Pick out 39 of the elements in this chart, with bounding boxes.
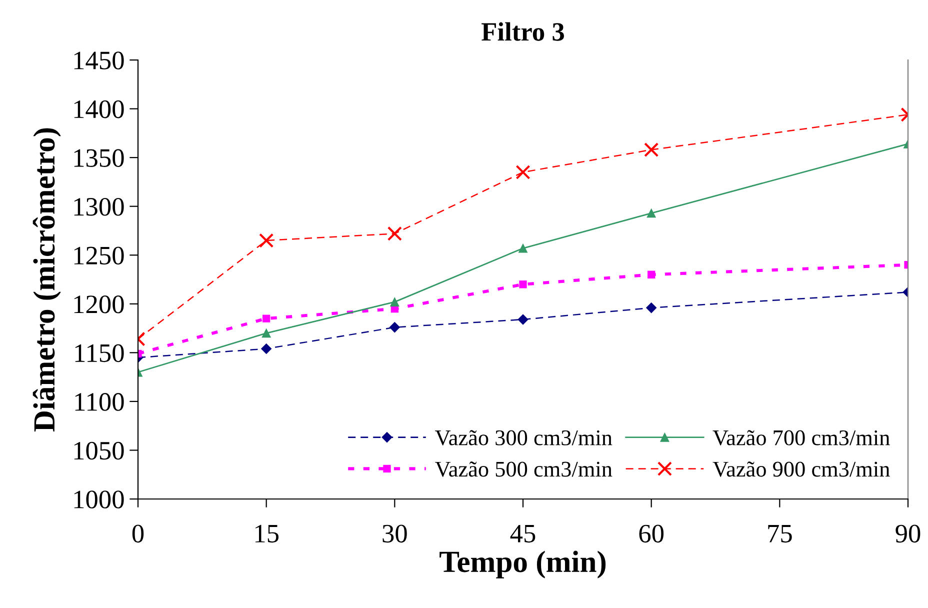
y-tick-label: 1000 <box>74 490 124 508</box>
point <box>390 297 400 306</box>
point <box>516 164 530 180</box>
point <box>259 233 274 248</box>
point <box>387 226 402 241</box>
legend-label: Vazão 700 cm3/min <box>712 430 890 446</box>
point <box>389 322 400 333</box>
y-axis-title: Diâmetro (micrômetro) <box>32 128 61 432</box>
y-tick-label: 1300 <box>74 198 124 216</box>
y-tick-label: 1400 <box>74 100 124 118</box>
point <box>519 280 527 288</box>
point <box>518 314 528 325</box>
legend-label: Vazão 500 cm3/min <box>435 462 612 477</box>
x-tick-label: 15 <box>255 524 278 543</box>
point <box>262 328 271 338</box>
legend-label: Vazão 900 cm3/min <box>712 462 890 477</box>
x-tick-label: 0 <box>132 524 144 543</box>
point <box>646 208 656 218</box>
y-tick-label: 1350 <box>74 149 124 167</box>
x-tick-label: 90 <box>896 524 920 543</box>
point <box>646 302 657 314</box>
x-tick-label: 30 <box>382 524 407 543</box>
point <box>518 244 528 253</box>
y-tick-label: 1050 <box>74 442 124 460</box>
y-tick-label: 1200 <box>74 295 124 314</box>
point <box>262 314 270 322</box>
y-tick-label: 1150 <box>75 344 124 362</box>
point <box>648 270 656 278</box>
y-tick-label: 1250 <box>74 246 124 265</box>
x-tick-label: 60 <box>639 524 664 543</box>
x-tick-label: 75 <box>768 525 792 543</box>
point <box>644 142 659 158</box>
point <box>261 344 272 354</box>
chart-title: Filtro 3 <box>482 22 564 41</box>
y-tick-label: 1100 <box>75 393 124 411</box>
y-tick-label: 1450 <box>74 52 124 70</box>
legend-label: Vazão 300 cm3/min <box>435 430 612 446</box>
x-tick-label: 45 <box>510 524 536 543</box>
x-axis-title: Tempo (min) <box>440 550 606 578</box>
